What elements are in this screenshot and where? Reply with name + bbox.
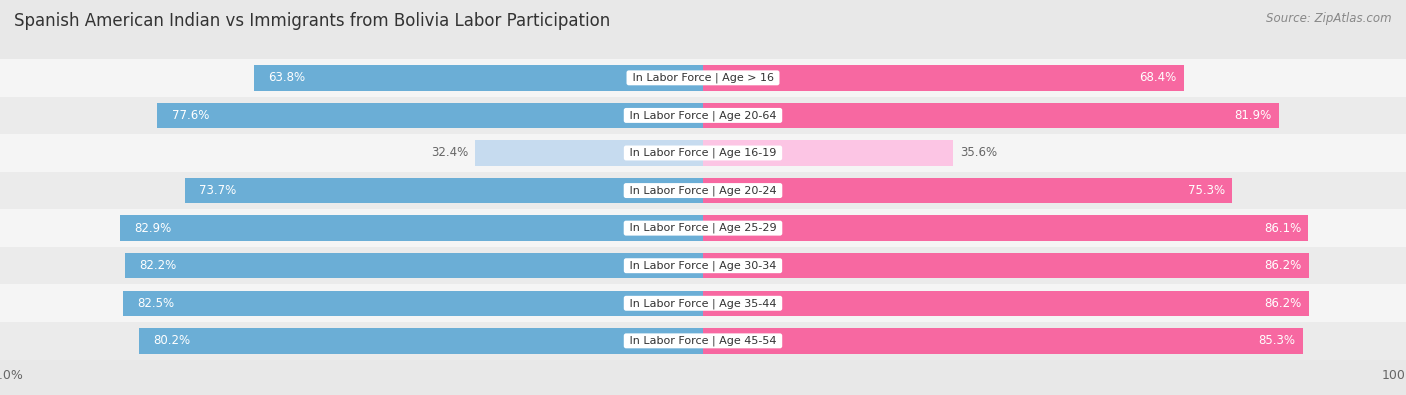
Text: 32.4%: 32.4% xyxy=(432,147,468,160)
Bar xyxy=(125,253,703,278)
Bar xyxy=(703,178,1232,203)
Text: 86.1%: 86.1% xyxy=(1264,222,1302,235)
Text: 75.3%: 75.3% xyxy=(1188,184,1226,197)
Text: 73.7%: 73.7% xyxy=(200,184,236,197)
Text: 68.4%: 68.4% xyxy=(1140,71,1177,85)
Bar xyxy=(0,247,1406,284)
Bar xyxy=(475,140,703,166)
Text: In Labor Force | Age 20-64: In Labor Force | Age 20-64 xyxy=(626,110,780,120)
Text: 81.9%: 81.9% xyxy=(1234,109,1272,122)
Text: 86.2%: 86.2% xyxy=(1265,297,1302,310)
Bar xyxy=(703,253,1309,278)
Text: In Labor Force | Age 16-19: In Labor Force | Age 16-19 xyxy=(626,148,780,158)
Text: 82.5%: 82.5% xyxy=(138,297,174,310)
Text: In Labor Force | Age 25-29: In Labor Force | Age 25-29 xyxy=(626,223,780,233)
Text: 80.2%: 80.2% xyxy=(153,334,190,347)
Bar xyxy=(703,103,1279,128)
Bar xyxy=(703,140,953,166)
Bar xyxy=(0,97,1406,134)
Text: In Labor Force | Age > 16: In Labor Force | Age > 16 xyxy=(628,73,778,83)
Bar xyxy=(0,172,1406,209)
Bar xyxy=(186,178,703,203)
Bar xyxy=(0,209,1406,247)
Bar xyxy=(0,284,1406,322)
Text: 82.2%: 82.2% xyxy=(139,259,176,272)
Text: 35.6%: 35.6% xyxy=(960,147,997,160)
Text: 77.6%: 77.6% xyxy=(172,109,209,122)
Text: In Labor Force | Age 30-34: In Labor Force | Age 30-34 xyxy=(626,260,780,271)
Bar xyxy=(124,290,703,316)
Bar xyxy=(139,328,703,354)
Text: Source: ZipAtlas.com: Source: ZipAtlas.com xyxy=(1267,12,1392,25)
Bar xyxy=(0,59,1406,97)
Text: In Labor Force | Age 35-44: In Labor Force | Age 35-44 xyxy=(626,298,780,308)
Text: In Labor Force | Age 45-54: In Labor Force | Age 45-54 xyxy=(626,336,780,346)
Text: 85.3%: 85.3% xyxy=(1258,334,1296,347)
Text: Spanish American Indian vs Immigrants from Bolivia Labor Participation: Spanish American Indian vs Immigrants fr… xyxy=(14,12,610,30)
Bar xyxy=(703,328,1303,354)
Bar xyxy=(157,103,703,128)
Text: 82.9%: 82.9% xyxy=(134,222,172,235)
Bar xyxy=(703,215,1308,241)
Bar xyxy=(703,65,1184,90)
Text: 86.2%: 86.2% xyxy=(1265,259,1302,272)
Bar xyxy=(0,134,1406,172)
Text: In Labor Force | Age 20-24: In Labor Force | Age 20-24 xyxy=(626,185,780,196)
Text: 63.8%: 63.8% xyxy=(269,71,305,85)
Bar xyxy=(120,215,703,241)
Bar xyxy=(703,290,1309,316)
Bar xyxy=(254,65,703,90)
Bar xyxy=(0,322,1406,359)
